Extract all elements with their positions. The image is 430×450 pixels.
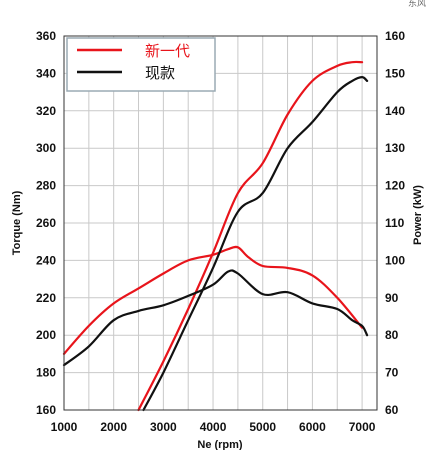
series-line-0-torque [62,245,364,355]
x-tick-label: 2000 [100,420,127,434]
y-left-tick-label: 320 [36,104,56,118]
plot-frame [63,35,378,411]
y-right-axis-title: Power (kW) [412,185,424,245]
x-tick-label: 7000 [349,420,376,434]
y-right-tick-label: 100 [385,253,405,267]
y-left-tick-label: 240 [36,253,56,267]
y-right-tick-label: 150 [385,66,405,80]
legend-box [66,37,216,92]
series-line-3-power [142,76,369,412]
x-axis-title: Ne (rpm) [197,439,243,450]
grid-lines [64,36,377,410]
y-left-axis-title: Torque (Nm) [11,190,23,255]
corner-watermark: 东风 [408,0,426,9]
y-left-tick-label: 280 [36,179,56,193]
x-tick-labels: 1000 2000 3000 4000 5000 6000 7000 [51,420,376,434]
series-line-1-power [137,60,364,412]
y-right-tick-label: 160 [385,29,405,43]
x-tick-label: 3000 [150,420,177,434]
y-right-tick-label: 90 [385,291,399,305]
x-tick-label: 5000 [249,420,276,434]
y-left-tick-label: 340 [36,66,56,80]
x-tick-label: 4000 [200,420,227,434]
y-left-tick-label: 220 [36,291,56,305]
y-left-tick-label: 160 [36,403,56,417]
x-tick-label: 6000 [299,420,326,434]
y-left-tick-label: 300 [36,141,56,155]
y-left-tick-label: 260 [36,216,56,230]
x-tick-label: 1000 [51,420,78,434]
y-left-tick-labels: 160 180 200 220 240 260 280 300 320 340 360 [36,29,56,417]
y-left-tick-label: 360 [36,29,56,43]
y-right-tick-label: 70 [385,366,399,380]
legend-label-current: 现款 [145,64,175,82]
y-right-tick-labels: 60 70 80 90 100 110 120 130 140 150 160 [385,29,405,417]
y-left-tick-label: 200 [36,328,56,342]
legend-label-new: 新一代 [145,42,190,60]
y-right-tick-label: 140 [385,104,405,118]
legend: 新一代 现款 [66,37,216,92]
y-right-tick-label: 110 [385,216,405,230]
y-right-tick-label: 120 [385,179,405,193]
y-right-tick-label: 130 [385,141,405,155]
series-line-2-torque [62,269,369,367]
y-left-tick-label: 180 [36,366,56,380]
y-right-tick-label: 60 [385,403,399,417]
y-right-tick-label: 80 [385,328,399,342]
chart-curves [62,60,369,412]
